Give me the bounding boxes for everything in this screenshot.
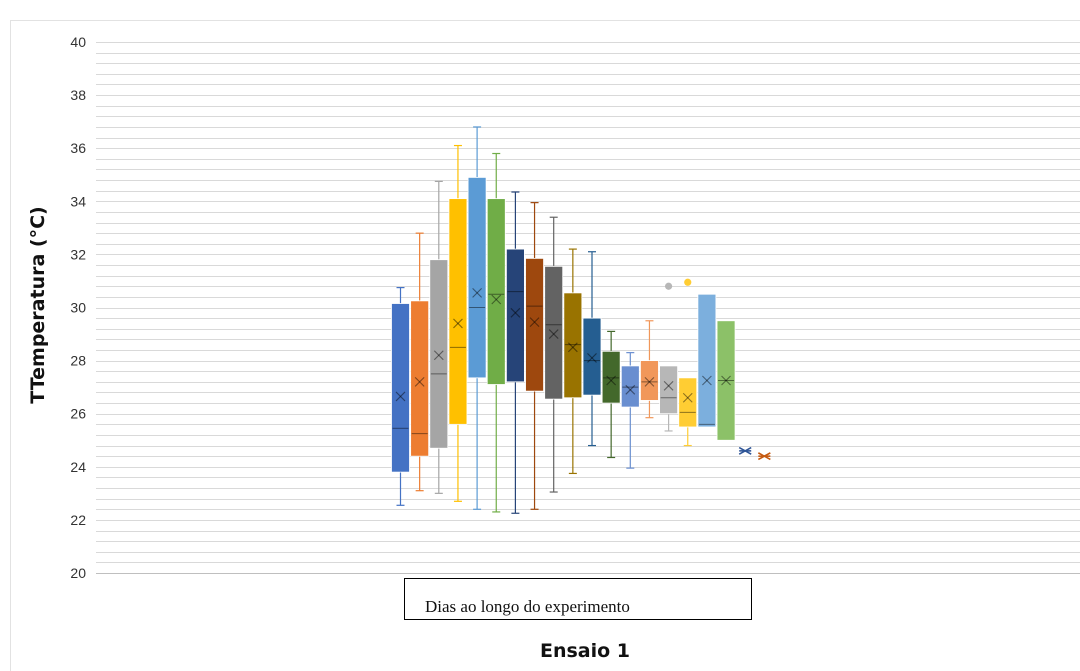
box-7 (505, 191, 525, 514)
mean-marker (682, 392, 693, 403)
mean-marker (663, 380, 674, 391)
y-tick-label: 32 (70, 246, 86, 262)
mean-marker (433, 350, 444, 361)
y-tick-label: 26 (70, 406, 86, 422)
mean-marker (567, 342, 578, 353)
mean-marker (548, 329, 559, 339)
mean-marker (491, 294, 502, 305)
mean-marker (702, 375, 712, 386)
y-tick-label: 40 (70, 34, 86, 50)
box-9 (544, 216, 564, 493)
box-body (429, 259, 449, 449)
y-tick-label: 30 (70, 300, 86, 316)
box-body (467, 177, 487, 379)
box-18 (716, 320, 736, 441)
box-2 (410, 232, 430, 492)
box-body (448, 198, 468, 425)
mean-marker (433, 350, 444, 361)
y-tick-label: 28 (70, 353, 86, 369)
mean-marker (625, 384, 636, 395)
box-body (697, 293, 717, 428)
box-3 (429, 180, 449, 494)
y-tick-label: 38 (70, 87, 86, 103)
box-body (410, 300, 430, 457)
box-body (544, 265, 564, 400)
box-body (620, 365, 640, 408)
mean-marker (644, 376, 655, 387)
mean-marker (491, 294, 502, 305)
box-body (659, 365, 678, 415)
x-axis-label: Dias ao longo do experimento (425, 597, 630, 616)
box-1 (391, 286, 410, 506)
mean-marker (414, 376, 425, 387)
mean-marker (453, 318, 463, 329)
mean-marker (606, 375, 617, 386)
mean-marker (587, 353, 597, 363)
mean-marker (721, 375, 731, 386)
box-body (486, 198, 506, 385)
box-11 (582, 251, 602, 447)
box-14 (640, 320, 659, 419)
y-tick-label: 36 (70, 140, 86, 156)
box-body (716, 320, 736, 441)
outlier-point (665, 282, 673, 290)
y-tick-label: 20 (70, 565, 86, 581)
mean-marker (721, 375, 731, 386)
gridlines (96, 42, 1080, 574)
box-body (601, 350, 621, 404)
mean-marker (587, 353, 597, 363)
box-series (391, 126, 771, 514)
mean-marker (682, 392, 693, 403)
box-body (391, 303, 410, 473)
y-tick-labels: 20 22 24 26 28 30 32 34 36 38 40 (70, 34, 86, 581)
mean-marker (414, 376, 425, 387)
chart-frame (10, 20, 1080, 671)
mean-marker (510, 307, 521, 318)
box-body (678, 377, 698, 428)
box-body (505, 248, 525, 383)
mean-marker (472, 288, 482, 298)
box-17 (697, 293, 717, 428)
mean-marker (625, 384, 636, 395)
y-axis-title: TTemperatura (°C) (27, 206, 49, 403)
box-20 (757, 452, 771, 461)
box-6 (486, 152, 506, 513)
mean-marker (644, 376, 655, 387)
y-tick-label: 34 (70, 193, 86, 209)
box-4 (448, 144, 468, 502)
box-body (640, 360, 659, 401)
mean-marker (548, 329, 559, 339)
y-tick-label: 24 (70, 459, 86, 475)
mean-marker (453, 318, 463, 329)
chart-caption: Ensaio 1 (539, 640, 631, 662)
y-tick-label: 22 (70, 512, 86, 528)
box-10 (563, 248, 583, 475)
mean-marker (472, 288, 482, 298)
box-15 (659, 282, 678, 432)
x-axis-label-box: Dias ao longo do experimento (404, 578, 752, 620)
box-12 (601, 330, 621, 459)
box-16 (678, 278, 698, 447)
box-8 (525, 202, 544, 510)
outlier-point (684, 278, 692, 286)
mean-marker (529, 317, 540, 327)
box-body (525, 257, 544, 392)
box-body (563, 292, 583, 399)
mean-marker (702, 375, 712, 386)
box-19 (738, 446, 752, 455)
mean-marker (395, 391, 406, 402)
box-13 (620, 352, 640, 469)
mean-marker (567, 342, 578, 353)
mean-marker (529, 317, 540, 327)
mean-marker (606, 375, 617, 386)
mean-marker (395, 391, 406, 402)
box-body (582, 317, 602, 396)
mean-marker (663, 380, 674, 391)
mean-marker (510, 307, 521, 318)
box-5 (467, 126, 487, 510)
